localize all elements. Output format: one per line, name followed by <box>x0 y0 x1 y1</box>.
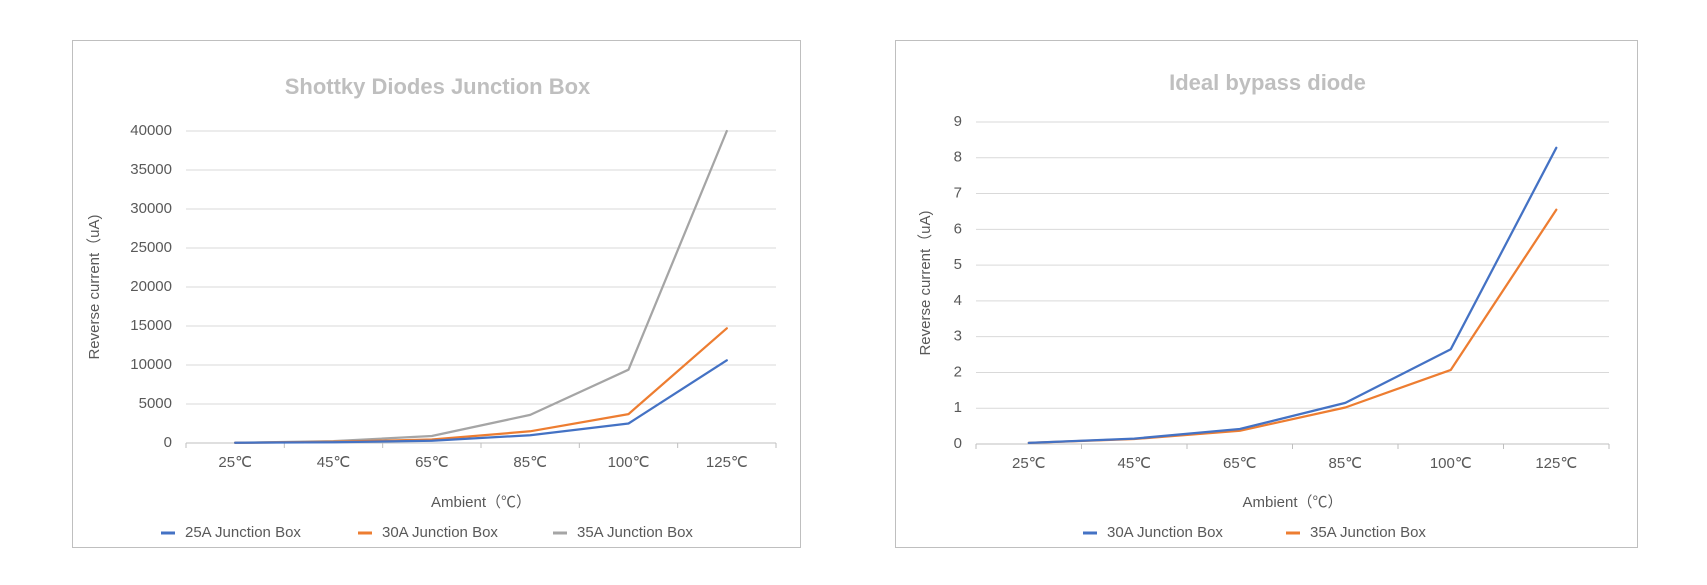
y-tick-label: 0 <box>164 434 172 451</box>
x-tick-label: 125℃ <box>1535 455 1577 472</box>
x-tick-label: 85℃ <box>513 454 547 471</box>
x-tick-label: 100℃ <box>608 454 650 471</box>
x-tick-label: 25℃ <box>1012 455 1046 472</box>
x-tick-label: 100℃ <box>1430 455 1472 472</box>
y-tick-label: 5000 <box>139 395 172 412</box>
x-axis-title: Ambient（℃） <box>1242 494 1342 511</box>
y-tick-label: 0 <box>954 435 962 452</box>
x-tick-label: 45℃ <box>1117 455 1151 472</box>
chart-title: Shottky Diodes Junction Box <box>285 74 591 99</box>
y-tick-label: 8 <box>954 149 962 166</box>
chart-ideal-bypass: Ideal bypass diode 0 1 2 3 4 5 6 7 8 9 25℃ 45℃ 65℃ 85℃… <box>917 70 1610 541</box>
legend-label: 35A Junction Box <box>1310 524 1426 541</box>
y-axis-title: Reverse current（uA) <box>917 210 934 355</box>
x-tick-label: 45℃ <box>317 454 351 471</box>
legend-label: 30A Junction Box <box>1107 524 1223 541</box>
series-line <box>234 359 728 444</box>
y-tick-label: 6 <box>954 220 962 237</box>
legend-label: 35A Junction Box <box>577 524 693 541</box>
legend-label: 30A Junction Box <box>382 524 498 541</box>
y-tick-label: 2 <box>954 363 962 380</box>
y-tick-label: 20000 <box>130 278 172 295</box>
y-tick-label: 40000 <box>130 122 172 139</box>
legend-label: 25A Junction Box <box>185 524 301 541</box>
x-tick-label: 125℃ <box>706 454 748 471</box>
chart-title: Ideal bypass diode <box>1169 70 1366 95</box>
x-tick-label: 65℃ <box>1223 455 1257 472</box>
x-tick-label: 65℃ <box>415 454 449 471</box>
y-tick-label: 5 <box>954 256 962 273</box>
y-tick-label: 4 <box>954 292 962 309</box>
y-axis-title: Reverse current（uA) <box>86 214 103 359</box>
x-tick-label: 25℃ <box>218 454 252 471</box>
x-tick-label: 85℃ <box>1328 455 1362 472</box>
y-tick-label: 1 <box>954 399 962 416</box>
y-tick-label: 30000 <box>130 200 172 217</box>
x-axis-title: Ambient（℃） <box>431 494 531 511</box>
y-tick-label: 10000 <box>130 356 172 373</box>
y-tick-label: 3 <box>954 328 962 345</box>
chart-panel-ideal-bypass: Ideal bypass diode 0 1 2 3 4 5 6 7 8 9 25℃ 45℃ 65℃ 85℃… <box>895 40 1638 548</box>
y-tick-label: 9 <box>954 113 962 130</box>
y-tick-label: 7 <box>954 185 962 202</box>
series-line <box>1027 146 1558 445</box>
chart-shottky: Shottky Diodes Junction Box 0 5000 10000 150… <box>86 74 777 541</box>
chart-panel-shottky: Shottky Diodes Junction Box 0 5000 10000 150… <box>72 40 801 548</box>
y-tick-label: 25000 <box>130 239 172 256</box>
y-tick-label: 35000 <box>130 161 172 178</box>
y-tick-label: 15000 <box>130 317 172 334</box>
